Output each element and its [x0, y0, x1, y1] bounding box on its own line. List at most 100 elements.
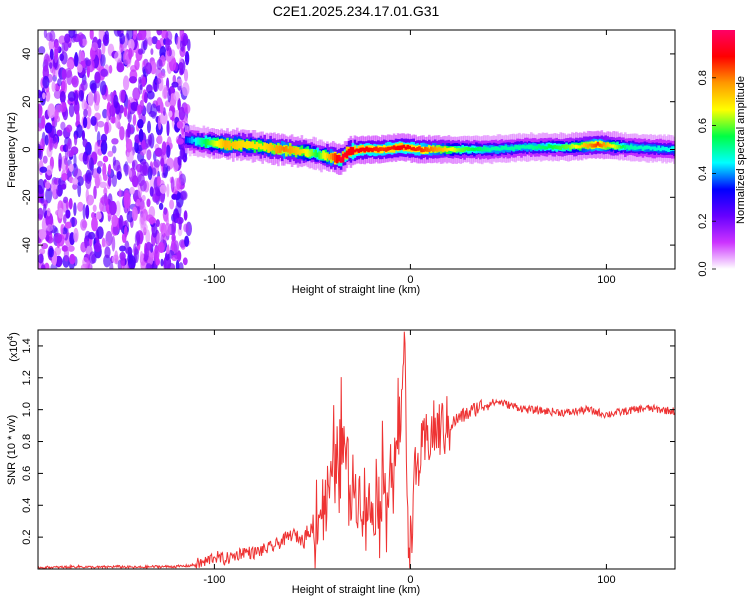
colorbar-tick-label: 0.2: [697, 214, 709, 229]
noise-blob: [73, 30, 77, 39]
noise-blob: [68, 198, 73, 210]
signal-band-segment: [553, 145, 557, 149]
noise-blob: [84, 172, 89, 183]
noise-blob: [54, 109, 59, 120]
noise-blob: [77, 181, 82, 198]
signal-band-segment: [247, 141, 251, 148]
y-tick-label: 1.2: [21, 370, 33, 385]
noise-blob: [173, 240, 179, 255]
signal-band-segment: [198, 138, 202, 145]
signal-band-segment: [530, 144, 533, 149]
signal-band-segment: [412, 146, 415, 151]
signal-band-segment: [214, 140, 217, 147]
signal-band-segment: [586, 144, 590, 149]
noise-blob: [171, 219, 177, 236]
noise-blob: [64, 221, 72, 229]
signal-band-segment: [463, 147, 466, 152]
noise-blob: [82, 116, 88, 129]
signal-band-segment: [210, 140, 214, 146]
noise-blob: [166, 183, 170, 198]
noise-blob: [144, 247, 150, 261]
signal-band-segment: [526, 145, 529, 149]
noise-blob: [108, 64, 113, 74]
signal-band-segment: [475, 147, 478, 151]
noise-blob: [115, 200, 121, 217]
noise-blob: [76, 124, 83, 138]
signal-band-segment: [469, 147, 472, 151]
noise-blob: [151, 167, 157, 177]
snr-data: [38, 331, 675, 569]
signal-band-segment: [647, 145, 651, 149]
signal-band-segment: [461, 147, 464, 153]
noise-blob: [94, 141, 99, 156]
signal-band-segment: [212, 140, 215, 147]
signal-band-segment: [579, 145, 582, 149]
noise-blob: [156, 175, 161, 187]
y-tick-label: -20: [21, 189, 33, 205]
signal-band-segment: [520, 145, 523, 149]
signal-band-segment: [206, 139, 210, 146]
noise-blob: [141, 76, 146, 87]
signal-band-segment: [628, 145, 631, 151]
signal-band-segment: [236, 141, 239, 150]
noise-blob: [101, 42, 106, 55]
noise-blob: [96, 166, 102, 175]
noise-blob: [77, 63, 83, 73]
noise-blob: [104, 246, 111, 259]
colorbar-tick-label: 0.8: [697, 70, 709, 85]
noise-blob: [96, 226, 104, 240]
noise-blob: [125, 138, 133, 153]
signal-band-segment: [624, 145, 627, 150]
signal-band-segment: [651, 146, 655, 150]
y-tick-label: 0.2: [21, 529, 33, 544]
noise-blob: [130, 101, 139, 111]
noise-blob: [38, 228, 47, 240]
noise-blob: [54, 232, 63, 244]
noise-blob: [138, 48, 144, 55]
spectrogram-panel: -100 0 100 -40 -20 0 20 40 Height of straight …: [6, 29, 676, 296]
noise-blob: [44, 134, 49, 146]
noise-blob: [176, 36, 181, 50]
noise-blob: [119, 251, 126, 261]
noise-blob: [173, 91, 180, 101]
noise-blob: [162, 233, 167, 248]
y-tick-label: 0.8: [21, 434, 33, 449]
signal-band-segment: [531, 145, 535, 150]
noise-blob: [89, 30, 94, 40]
signal-band-segment: [330, 153, 333, 160]
noise-blob: [132, 114, 137, 126]
signal-band-segment: [204, 138, 208, 148]
noise-blob: [159, 184, 167, 194]
signal-band-segment: [508, 147, 511, 151]
noise-blob: [111, 138, 119, 145]
signal-band-segment: [608, 143, 611, 148]
signal-band-segment: [635, 146, 639, 150]
noise-blob: [99, 80, 107, 96]
signal-band-segment: [371, 148, 374, 153]
signal-band-segment: [255, 141, 259, 150]
signal-band-segment: [484, 147, 488, 152]
noise-blob: [100, 68, 109, 78]
noise-blob: [59, 53, 65, 62]
noise-blob: [85, 59, 92, 67]
signal-band-segment: [575, 144, 578, 149]
signal-band-segment: [600, 143, 604, 148]
signal-band-segment: [661, 146, 664, 151]
signal-band-segment: [241, 140, 245, 148]
signal-band-segment: [598, 143, 602, 147]
noise-blob: [119, 126, 125, 141]
signal-band-segment: [445, 148, 449, 152]
signal-band-segment: [512, 146, 515, 151]
signal-band-segment: [622, 144, 625, 148]
signal-band-segment: [373, 147, 376, 151]
noise-blob: [38, 46, 46, 55]
noise-blob: [128, 47, 133, 60]
signal-band-segment: [308, 150, 312, 157]
signal-band-segment: [379, 147, 382, 152]
signal-band-segment: [473, 147, 476, 152]
noise-blob: [66, 59, 75, 70]
signal-band-segment: [355, 148, 359, 152]
noise-blob: [67, 245, 75, 252]
signal-band-segment: [353, 149, 357, 153]
noise-blob: [85, 188, 90, 202]
